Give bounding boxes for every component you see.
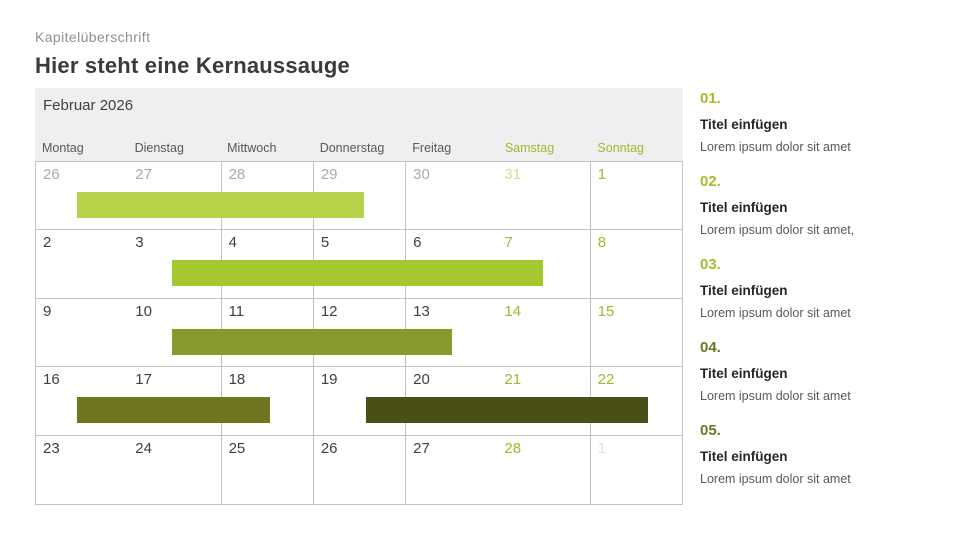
weekday-label: Mittwoch (227, 141, 277, 155)
item-title: Titel einfügen (700, 366, 788, 381)
item-title: Titel einfügen (700, 117, 788, 132)
month-title: Februar 2026 (43, 97, 134, 114)
calendar-day-cell: 15 (589, 298, 682, 367)
calendar-day-cell: 12 (312, 298, 405, 367)
calendar-day-cell: 24 (135, 439, 152, 457)
weekday-label: Donnerstag (319, 141, 385, 155)
calendar-day-cell: 23 (43, 439, 60, 457)
item-number: 02. (700, 173, 721, 190)
calendar-day-cell: 28 (504, 439, 522, 457)
calendar-day-cell: 28 (220, 162, 313, 230)
calendar-day-cell: 22 (589, 367, 682, 435)
weekday-label: Samstag (504, 141, 555, 155)
calendar-week-row: 26 27 28 29 30 31 1 (36, 162, 682, 231)
calendar-day-cell: 1 (589, 435, 682, 504)
calendar-day-cell: 27 (405, 435, 497, 504)
item-title: Titel einfügen (700, 449, 788, 464)
item-number: 01. (700, 90, 721, 107)
calendar-day-cell: 1 (589, 162, 682, 230)
item-text: Lorem ipsum dolor sit amet (700, 140, 851, 154)
calendar-day-cell: 26 (43, 166, 60, 183)
calendar-day-cell: 7 (504, 234, 513, 252)
sidebar-item: 03. Titel einfügen Lorem ipsum dolor sit a… (700, 256, 930, 320)
weekday-label: Montag (42, 141, 84, 155)
calendar-day-cell: 25 (220, 435, 313, 504)
calendar-day-cell: 3 (135, 234, 144, 252)
item-title: Titel einfügen (700, 283, 788, 298)
calendar-week-row: 16 17 18 19 20 21 22 (36, 367, 682, 436)
sidebar-item: 04. Titel einfügen Lorem ipsum dolor sit a… (700, 339, 930, 403)
calendar-header: Februar 2026 Montag Dienstag Mittwoch Donne… (35, 88, 683, 161)
calendar-day-cell: 8 (589, 230, 682, 298)
sidebar-item: 02. Titel einfügen Lorem ipsum dolor sit a… (700, 173, 930, 237)
calendar-day-cell: 17 (135, 371, 152, 389)
calendar-week-row: 9 10 11 12 13 14 15 (36, 298, 682, 368)
item-title: Titel einfügen (700, 200, 788, 215)
calendar-day-cell: 31 (504, 166, 522, 183)
calendar-grid: 26 27 28 29 30 31 1 2 3 4 5 6 7 8 9 10 11 12 13 14 15 16 17 18 1… (35, 161, 683, 505)
item-text: Lorem ipsum dolor sit amet, (700, 223, 855, 237)
calendar-day-cell: 29 (312, 162, 405, 230)
sidebar-list: 01. Titel einfügen Lorem ipsum dolor sit a… (700, 90, 930, 505)
calendar-day-cell: 30 (405, 162, 497, 230)
calendar-day-cell: 19 (312, 367, 405, 435)
item-text: Lorem ipsum dolor sit amet (700, 389, 851, 403)
calendar: Februar 2026 Montag Dienstag Mittwoch Donne… (35, 88, 683, 505)
weekday-label: Freitag (412, 141, 452, 155)
item-number: 05. (700, 422, 721, 439)
calendar-day-cell: 5 (312, 230, 405, 298)
calendar-day-cell: 4 (220, 230, 313, 298)
weekday-row: Montag Dienstag Mittwoch Donnerstag Freitag S… (35, 141, 683, 155)
calendar-day-cell: 6 (405, 230, 497, 298)
calendar-day-cell: 11 (220, 298, 313, 367)
chapter-kicker: Kapitelüberschrift (35, 29, 151, 45)
item-text: Lorem ipsum dolor sit amet (700, 306, 851, 320)
item-text: Lorem ipsum dolor sit amet (700, 472, 851, 486)
calendar-day-cell: 26 (312, 435, 405, 504)
calendar-day-cell: 9 (43, 302, 52, 320)
weekday-label: Sonntag (597, 141, 644, 155)
calendar-day-cell: 13 (405, 298, 497, 367)
item-number: 04. (700, 339, 721, 356)
calendar-day-cell: 21 (504, 371, 522, 389)
calendar-day-cell: 27 (135, 166, 152, 183)
sidebar-item: 05. Titel einfügen Lorem ipsum dolor sit a… (700, 422, 930, 486)
calendar-day-cell: 20 (405, 367, 497, 435)
weekday-label: Dienstag (134, 141, 184, 155)
sidebar-item: 01. Titel einfügen Lorem ipsum dolor sit a… (700, 90, 930, 154)
calendar-day-cell: 14 (504, 302, 522, 320)
slide-title: Hier steht eine Kernaussauge (35, 53, 350, 78)
calendar-day-cell: 16 (43, 371, 60, 389)
item-number: 03. (700, 256, 721, 273)
calendar-day-cell: 2 (43, 234, 52, 252)
calendar-day-cell: 10 (135, 302, 152, 320)
calendar-day-cell: 18 (220, 367, 313, 435)
calendar-week-row: 23 24 25 26 27 28 1 (36, 435, 682, 504)
